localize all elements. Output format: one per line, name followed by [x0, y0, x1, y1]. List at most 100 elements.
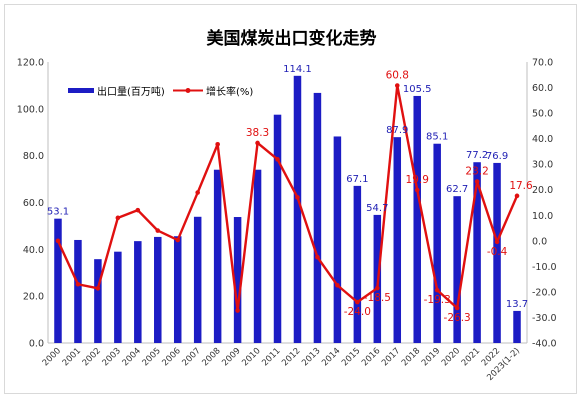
growth-point: [275, 157, 280, 162]
bar: [513, 310, 521, 343]
y-right-tick-label: 30.0: [532, 160, 553, 171]
bar: [353, 185, 362, 343]
growth-point: [135, 207, 141, 213]
y-left-tick-label: 0.0: [29, 339, 44, 350]
bar: [154, 236, 162, 343]
growth-point: [295, 195, 300, 200]
bar: [293, 75, 302, 344]
x-tick-label: 2007: [180, 346, 202, 368]
growth-point: [75, 281, 81, 287]
y-left-tick-label: 100.0: [17, 104, 44, 115]
bar-value-label: 53.1: [47, 207, 69, 218]
growth-point: [315, 254, 320, 260]
growth-point: [474, 179, 480, 184]
growth-value-label: 17.6: [509, 180, 533, 192]
x-tick-label: 2002: [81, 346, 103, 368]
y-right-tick-label: -30.0: [532, 313, 557, 324]
growth-point: [355, 299, 360, 305]
bar: [333, 136, 342, 343]
bar: [213, 169, 222, 343]
bar: [493, 162, 501, 343]
growth-point: [55, 238, 61, 244]
y-left-tick-label: 80.0: [23, 151, 44, 162]
bar-value-label: 105.5: [403, 84, 432, 95]
bar: [433, 143, 441, 343]
x-tick-label: 2014: [320, 346, 342, 368]
x-tick-label: 2019: [420, 346, 442, 368]
bar: [473, 162, 481, 343]
y-right-tick-label: 70.0: [532, 58, 553, 69]
growth-value-label: 38.3: [246, 127, 269, 139]
x-tick-label: 2001: [61, 346, 83, 368]
growth-point: [175, 237, 181, 243]
bar-value-label: 13.7: [506, 299, 528, 310]
bar: [453, 196, 461, 343]
growth-point: [95, 286, 101, 291]
growth-point: [195, 190, 200, 195]
x-tick-label: 2011: [260, 346, 282, 368]
x-tick-label: 2005: [141, 346, 163, 368]
bar: [393, 137, 402, 343]
x-tick-label: 2020: [440, 346, 462, 368]
x-tick-label: 2015: [340, 346, 362, 368]
growth-line: [56, 84, 519, 312]
x-tick-label: 2008: [200, 346, 222, 368]
growth-value-label: -18.5: [364, 292, 391, 304]
x-tick-label: 2010: [240, 346, 262, 368]
x-tick-label: 2009: [220, 346, 242, 368]
legend-line-label: 增长率(%): [206, 85, 253, 98]
growth-point: [115, 215, 121, 221]
x-tick-label: 2006: [160, 346, 182, 368]
growth-point: [454, 305, 460, 311]
growth-point: [414, 187, 420, 193]
x-tick-label: 2017: [380, 346, 402, 368]
bar: [253, 169, 262, 343]
growth-point: [255, 140, 260, 146]
bar-series: [54, 75, 521, 344]
bar: [94, 259, 102, 343]
x-tick-label: 2004: [121, 346, 143, 368]
y-right-tick-label: 40.0: [532, 134, 553, 145]
y-left-tick-label: 120.0: [17, 58, 44, 69]
bar: [54, 218, 62, 343]
chart-legend: 出口量(百万吨) 增长率(%): [68, 85, 253, 98]
growth-point: [514, 193, 520, 199]
growth-value-label: 23.2: [465, 166, 488, 178]
growth-point: [434, 287, 440, 293]
x-tick-label: 2012: [280, 346, 302, 368]
bar: [413, 95, 421, 344]
growth-value-label: 60.8: [386, 70, 409, 82]
x-tick-label: 2021: [460, 346, 482, 368]
x-tick-label: 2000: [41, 346, 63, 368]
y-right-tick-label: 60.0: [532, 83, 553, 94]
legend-bar-swatch: [68, 88, 94, 93]
legend-bar-label: 出口量(百万吨): [97, 85, 165, 98]
bar: [313, 92, 322, 343]
legend-line-marker: [185, 88, 191, 93]
bar: [273, 114, 282, 343]
bar-value-label: 114.1: [283, 64, 312, 75]
bar-value-label: 54.7: [366, 203, 388, 214]
y-right-tick-label: -20.0: [532, 287, 557, 298]
bar: [233, 217, 242, 343]
y-right-tick-label: -10.0: [532, 262, 557, 273]
line-series: [55, 83, 520, 313]
y-right-tick-label: 10.0: [532, 211, 553, 222]
y-left-tick-label: 20.0: [23, 292, 44, 303]
bar-value-label: 62.7: [446, 184, 468, 195]
chart-title: 美国煤炭出口变化走势: [206, 29, 377, 49]
y-right-tick-label: 0.0: [532, 236, 547, 247]
data-labels: 53.1 114.1 67.1 54.7 87.9 105.5 85.1 62.7 77.276…: [47, 64, 533, 324]
growth-point: [375, 285, 380, 291]
y-left-tick-label: 60.0: [23, 198, 44, 209]
y-right-tick-label: 20.0: [532, 185, 553, 196]
y-right-tick-label: 50.0: [532, 109, 553, 120]
bar-value-label: 77.2: [466, 150, 488, 161]
bar-value-label: 85.1: [426, 132, 448, 143]
growth-value-label: 19.9: [406, 174, 429, 186]
growth-point: [494, 239, 500, 245]
growth-value-label: -19.3: [424, 294, 451, 306]
growth-point: [335, 282, 340, 288]
bar-value-label: 76.9: [486, 151, 508, 162]
